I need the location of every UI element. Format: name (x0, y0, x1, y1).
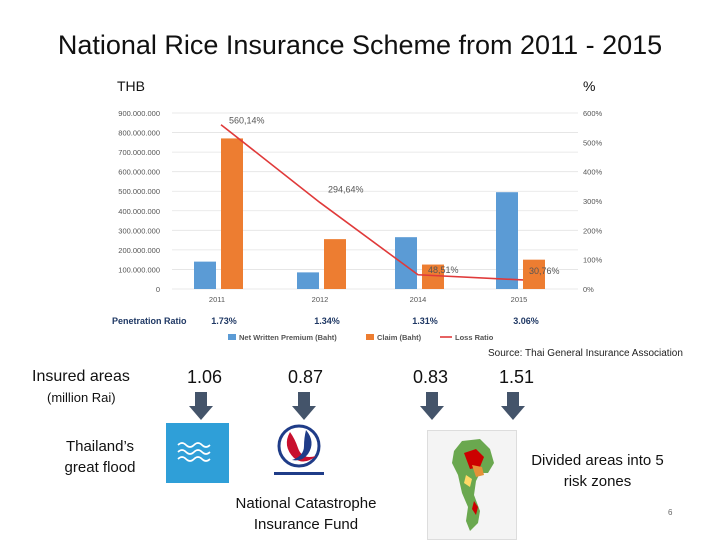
catastrophe-fund-label: National Catastrophe Insurance Fund (235, 495, 377, 533)
legend-swatch (228, 334, 236, 340)
loss-ratio-label: 48,51% (428, 265, 459, 275)
legend-label: Claim (Baht) (377, 333, 422, 342)
source-note: Source: Thai General Insurance Associati… (488, 348, 683, 359)
y-left-tick-label: 500.000.000 (118, 187, 160, 196)
loss-ratio-label: 560,14% (229, 116, 265, 126)
y-right-tick-label: 100% (583, 256, 603, 265)
down-arrow-icon (420, 392, 444, 422)
loss-ratio-line (220, 124, 524, 281)
penetration-label: Penetration Ratio (112, 316, 187, 326)
y-left-tick-label: 300.000.000 (118, 226, 160, 235)
insured-areas-label: Insured areas (32, 368, 130, 385)
legend-label: Loss Ratio (455, 333, 494, 342)
risk-zones-label: Divided areas into 5 risk zones (531, 452, 664, 490)
penetration-value: 3.06% (513, 316, 539, 326)
y-left-tick-label: 800.000.000 (118, 129, 160, 138)
premium-bar (395, 237, 417, 289)
insured-value-2012: 0.87 (288, 367, 324, 387)
insured-value-2014: 0.83 (413, 367, 449, 387)
premium-bar (297, 272, 319, 289)
down-arrow-icon (501, 392, 525, 422)
y-left-tick-label: 400.000.000 (118, 207, 160, 216)
claim-bar (422, 264, 444, 289)
loss-ratio-label: 30,76% (529, 266, 560, 276)
y-right-tick-label: 200% (583, 226, 603, 235)
legend-swatch (366, 334, 374, 340)
penetration-value: 1.31% (412, 316, 438, 326)
x-tick-label: 2015 (511, 295, 528, 304)
rice-insurance-chart: 0 100.000.000 200.000.000 300.000.000 400.00… (112, 109, 603, 342)
down-arrow-icon (292, 392, 316, 422)
y-right-tick-label: 500% (583, 138, 603, 147)
penetration-value: 1.34% (314, 316, 340, 326)
loss-ratio-label: 294,64% (328, 185, 364, 195)
y-right-tick-label: 600% (583, 109, 603, 118)
flood-waves-icon (166, 423, 229, 483)
y-right-tick-label: 300% (583, 197, 603, 206)
x-tick-label: 2014 (410, 295, 427, 304)
flood-event-label: Thailand’s great flood (64, 438, 136, 476)
down-arrow-icon (189, 392, 213, 422)
insured-areas-unit: (million Rai) (47, 390, 116, 405)
left-axis-unit: THB (117, 78, 145, 94)
y-left-tick-label: 600.000.000 (118, 168, 160, 177)
insured-value-2011: 1.06 (187, 367, 223, 387)
y-left-tick-label: 100.000.000 (118, 265, 160, 274)
penetration-value: 1.73% (211, 316, 237, 326)
y-right-tick-label: 0% (583, 285, 594, 294)
y-right-tick-label: 400% (583, 168, 603, 177)
premium-bar (194, 261, 216, 289)
premium-bar (496, 192, 518, 289)
page-number: 6 (668, 508, 673, 517)
y-left-tick-label: 200.000.000 (118, 246, 160, 255)
y-left-tick-label: 700.000.000 (118, 148, 160, 157)
claim-bar (324, 239, 346, 289)
y-left-tick-label: 900.000.000 (118, 109, 160, 118)
legend-label: Net Written Premium (Baht) (239, 333, 337, 342)
y-left-tick-label: 0 (156, 285, 160, 294)
claim-bar (221, 138, 243, 289)
slide-title: National Rice Insurance Scheme from 2011… (57, 30, 663, 60)
x-tick-label: 2011 (209, 295, 225, 304)
right-axis-unit: % (583, 78, 596, 94)
catastrophe-fund-logo-icon (270, 422, 328, 482)
risk-zone-map-icon (427, 430, 517, 540)
claim-bar (523, 259, 545, 289)
insured-value-2015: 1.51 (499, 367, 535, 387)
x-tick-label: 2012 (312, 295, 329, 304)
